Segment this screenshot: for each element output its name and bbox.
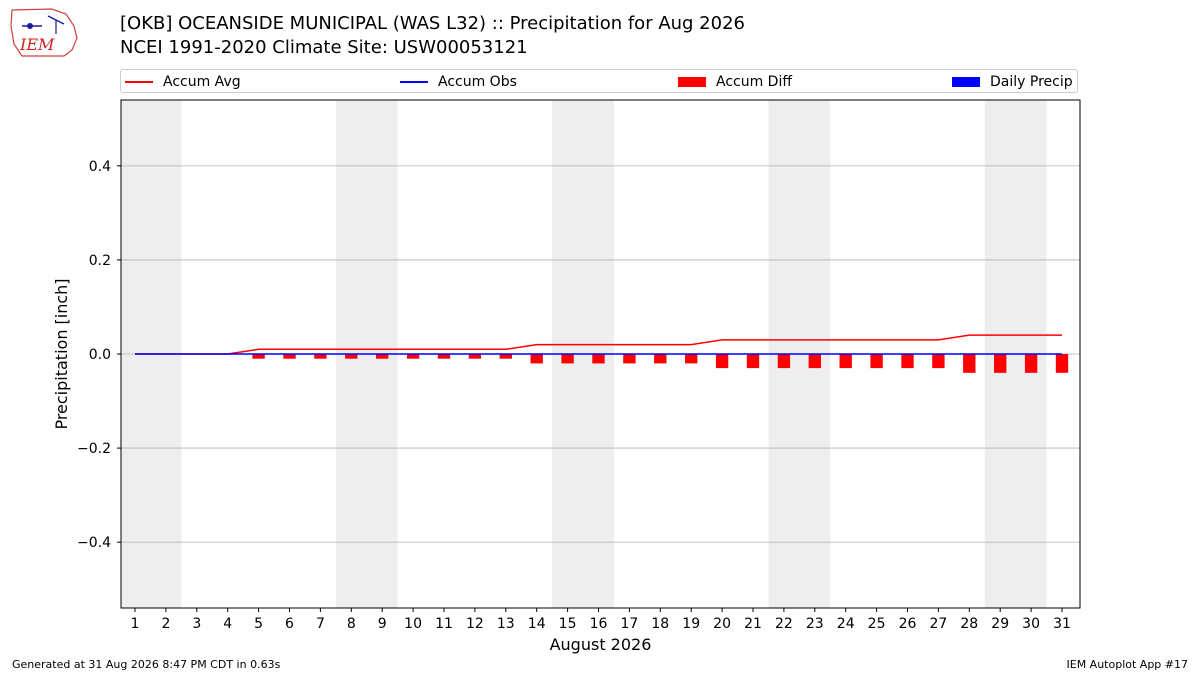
x-tick-label-11: 11	[435, 616, 453, 632]
accum-diff-bar-16	[592, 354, 605, 364]
accum-diff-bar-17	[623, 354, 636, 364]
accum-diff-bar-7	[314, 354, 327, 359]
accum-diff-bar-24	[839, 354, 852, 369]
accum-diff-bar-14	[530, 354, 543, 364]
iem-logo: IEM	[10, 8, 78, 57]
accum-diff-bar-11	[437, 354, 451, 359]
x-tick-label-13: 13	[497, 616, 515, 632]
x-tick-label-15: 15	[559, 616, 577, 632]
x-tick-label-20: 20	[713, 616, 731, 632]
accum-diff-bar-28	[963, 354, 976, 373]
accum-diff-bar-27	[932, 354, 945, 369]
accum-diff-bar-26	[901, 354, 914, 369]
x-tick-label-10: 10	[404, 616, 422, 632]
accum-diff-bar-25	[870, 354, 883, 369]
legend-swatch-accum-diff	[678, 77, 706, 87]
x-tick-label-12: 12	[466, 616, 484, 632]
x-tick-label-28: 28	[960, 616, 978, 632]
legend-swatch-accum-obs	[400, 81, 428, 83]
chart-title: [OKB] OCEANSIDE MUNICIPAL (WAS L32) :: P…	[120, 13, 745, 34]
x-tick-label-7: 7	[316, 616, 325, 632]
x-tick-label-26: 26	[899, 616, 917, 632]
y-tick-label-0: −0.4	[77, 535, 111, 551]
accum-diff-bar-30	[1024, 354, 1038, 373]
accum-diff-bar-10	[406, 354, 420, 359]
accum-diff-bar-19	[685, 354, 698, 364]
y-tick-label-2: 0.0	[89, 347, 111, 363]
legend-label-accum-diff: Accum Diff	[716, 74, 793, 90]
accum-diff-bar-8	[345, 354, 358, 359]
x-tick-label-29: 29	[991, 616, 1009, 632]
accum-diff-bar-31	[1055, 354, 1069, 373]
accum-diff-bar-20	[715, 354, 729, 369]
x-tick-label-31: 31	[1053, 616, 1071, 632]
legend-item-daily-precip: Daily Precip	[952, 73, 1073, 91]
x-tick-label-9: 9	[378, 616, 387, 632]
accum-diff-bar-23	[808, 354, 821, 369]
x-tick-label-18: 18	[651, 616, 669, 632]
accum-diff-bar-18	[654, 354, 667, 364]
legend-label-daily-precip: Daily Precip	[990, 74, 1073, 90]
app-label: IEM Autoplot App #17	[1066, 658, 1189, 671]
x-tick-label-30: 30	[1022, 616, 1040, 632]
y-tick-label-4: 0.4	[89, 159, 111, 175]
accum-diff-bar-5	[252, 354, 265, 359]
x-tick-label-23: 23	[806, 616, 824, 632]
accum-diff-bar-22	[777, 354, 791, 369]
x-tick-label-14: 14	[528, 616, 546, 632]
legend-label-accum-obs: Accum Obs	[438, 74, 517, 90]
accum-diff-bar-12	[468, 354, 482, 359]
accum-diff-bar-6	[283, 354, 296, 359]
generated-timestamp: Generated at 31 Aug 2026 8:47 PM CDT in …	[12, 658, 281, 671]
x-tick-label-22: 22	[775, 616, 793, 632]
x-tick-label-4: 4	[223, 616, 232, 632]
x-tick-label-8: 8	[347, 616, 356, 632]
accum-diff-bar-13	[499, 354, 512, 359]
x-tick-label-17: 17	[620, 616, 638, 632]
legend-swatch-accum-avg	[125, 81, 153, 83]
x-tick-label-1: 1	[131, 616, 140, 632]
x-tick-label-3: 3	[192, 616, 201, 632]
y-axis-label: Precipitation [inch]	[52, 278, 71, 429]
y-tick-label-3: 0.2	[89, 253, 111, 269]
x-tick-label-6: 6	[285, 616, 294, 632]
y-tick-label-1: −0.2	[77, 441, 111, 457]
x-tick-label-2: 2	[161, 616, 170, 632]
legend-swatch-daily-precip	[952, 77, 980, 87]
x-tick-label-19: 19	[682, 616, 700, 632]
accum-diff-bar-15	[561, 354, 574, 364]
legend-label-accum-avg: Accum Avg	[163, 74, 241, 90]
x-axis-label: August 2026	[550, 635, 652, 654]
svg-text:IEM: IEM	[19, 35, 55, 54]
x-tick-label-5: 5	[254, 616, 263, 632]
accum-diff-bar-29	[994, 354, 1007, 373]
legend-item-accum-diff: Accum Diff	[678, 73, 792, 91]
chart-subtitle: NCEI 1991-2020 Climate Site: USW00053121	[120, 37, 528, 58]
accum-diff-bar-9	[376, 354, 389, 359]
accum-avg-line	[135, 334, 1062, 355]
x-tick-label-24: 24	[837, 616, 855, 632]
legend: Accum Avg Accum Obs Accum Diff Daily Pre…	[120, 69, 1078, 93]
x-tick-label-21: 21	[744, 616, 762, 632]
x-tick-label-16: 16	[590, 616, 608, 632]
x-tick-label-25: 25	[868, 616, 886, 632]
legend-item-accum-obs: Accum Obs	[400, 73, 517, 91]
legend-item-accum-avg: Accum Avg	[125, 73, 241, 91]
x-tick-label-27: 27	[929, 616, 947, 632]
accum-diff-bar-21	[746, 354, 760, 369]
plot-frame	[120, 99, 1081, 609]
